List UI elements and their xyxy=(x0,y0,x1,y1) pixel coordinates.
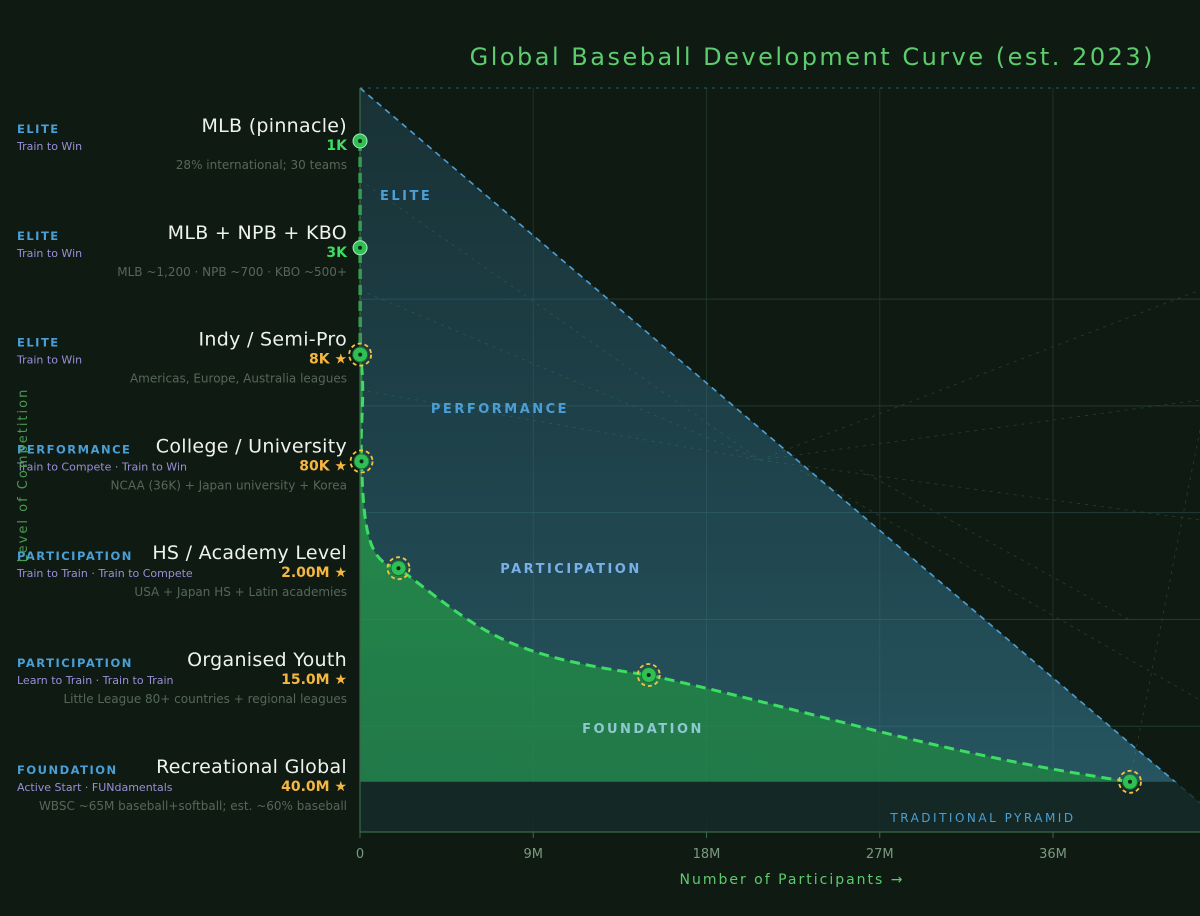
level-stage: FOUNDATION xyxy=(17,763,118,777)
level-value: 2.00M ★ xyxy=(281,565,347,581)
level-labels: ELITE Train to Win MLB (pinnacle)1K 28% int… xyxy=(16,115,348,813)
zone-labels: ELITE PERFORMANCE PARTICIPATION FOUNDATION xyxy=(380,189,704,737)
level-note: Americas, Europe, Australia leagues xyxy=(130,372,347,386)
level-name: Recreational Global xyxy=(156,756,347,778)
zone-label: PARTICIPATION xyxy=(500,562,641,577)
level-ltad: Active Start · FUNdamentals xyxy=(17,781,173,794)
level-ltad: Train to Win xyxy=(16,140,82,153)
chart-title: Global Baseball Development Curve (est. … xyxy=(470,43,1155,71)
curve-markers xyxy=(348,133,1142,794)
level-name: HS / Academy Level xyxy=(152,542,347,564)
level-row: FOUNDATION Active Start · FUNdamentals Rec… xyxy=(17,756,347,813)
marker-highlight-ring xyxy=(386,556,411,581)
level-row: ELITE Train to Win MLB (pinnacle)1K 28% int… xyxy=(16,115,348,172)
level-value: 40.0M ★ xyxy=(281,779,347,795)
data-point-center xyxy=(359,459,364,464)
x-axis-label: Number of Participants → xyxy=(679,872,904,888)
level-ltad: Train to Train · Train to Compete xyxy=(16,567,193,580)
pyramid-edge xyxy=(359,87,1200,804)
data-point-center xyxy=(358,245,363,250)
level-stage: PERFORMANCE xyxy=(17,442,131,456)
level-value: 8K ★ xyxy=(309,352,347,368)
level-name: Indy / Semi-Pro xyxy=(199,329,347,351)
x-tick-label: 9M xyxy=(524,847,544,862)
level-value: 15.0M ★ xyxy=(281,672,347,688)
level-ltad: Train to Compete · Train to Win xyxy=(16,460,187,473)
level-name: MLB + NPB + KBO xyxy=(168,222,347,244)
level-row: PERFORMANCE Train to Compete · Train to W… xyxy=(16,435,347,492)
level-note: WBSC ~65M baseball+softball; est. ~60% b… xyxy=(39,799,347,813)
data-point-center xyxy=(646,673,651,677)
level-stage: ELITE xyxy=(17,122,60,136)
level-value: 80K ★ xyxy=(299,458,347,474)
level-note: 28% international; 30 teams xyxy=(176,158,347,172)
development-curve-line xyxy=(358,140,1131,784)
level-name: Organised Youth xyxy=(187,649,347,671)
level-row: PARTICIPATION Learn to Train · Train to T… xyxy=(17,649,347,706)
level-ltad: Train to Win xyxy=(16,247,82,260)
data-point-center xyxy=(358,352,363,357)
y-axis-label: Level of Competition xyxy=(16,388,31,563)
level-value: 1K xyxy=(326,138,348,154)
x-tick-label: 0 xyxy=(356,847,364,862)
level-stage: ELITE xyxy=(17,336,60,350)
traditional-pyramid xyxy=(359,87,1200,832)
pyramid-annotation: TRADITIONAL PYRAMID xyxy=(889,811,1075,825)
level-note: MLB ~1,200 · NPB ~700 · KBO ~500+ xyxy=(117,265,347,279)
x-tick-label: 27M xyxy=(866,847,894,862)
level-stage: PARTICIPATION xyxy=(17,656,133,670)
data-point-center xyxy=(396,566,401,571)
level-value: 3K xyxy=(326,245,348,261)
data-point-center xyxy=(358,139,363,143)
level-row: PARTICIPATION Train to Train · Train to C… xyxy=(16,542,347,599)
marker-highlight-ring xyxy=(349,449,374,474)
level-name: MLB (pinnacle) xyxy=(201,115,347,137)
level-stage: ELITE xyxy=(17,229,60,243)
level-stage: PARTICIPATION xyxy=(17,549,133,563)
pyramid-fill xyxy=(360,88,1200,832)
x-tick-label: 36M xyxy=(1039,847,1067,862)
development-curve-area xyxy=(358,140,1200,832)
level-ltad: Train to Win xyxy=(16,354,82,367)
data-point-center xyxy=(1128,779,1132,784)
marker-highlight-ring xyxy=(636,663,661,687)
curve-area-fill xyxy=(360,141,1130,782)
level-note: Little League 80+ countries + regional l… xyxy=(63,692,347,706)
marker-highlight-ring xyxy=(1118,769,1142,794)
level-name: College / University xyxy=(156,435,347,457)
zone-label: ELITE xyxy=(380,189,432,204)
level-note: USA + Japan HS + Latin academies xyxy=(134,585,347,599)
base-band xyxy=(360,781,1200,832)
zone-label: PERFORMANCE xyxy=(431,402,569,417)
level-note: NCAA (36K) + Japan university + Korea xyxy=(111,478,347,492)
zone-label: FOUNDATION xyxy=(582,722,704,737)
x-tick-label: 18M xyxy=(693,847,721,862)
marker-highlight-ring xyxy=(348,342,373,367)
level-ltad: Learn to Train · Train to Train xyxy=(17,674,174,687)
